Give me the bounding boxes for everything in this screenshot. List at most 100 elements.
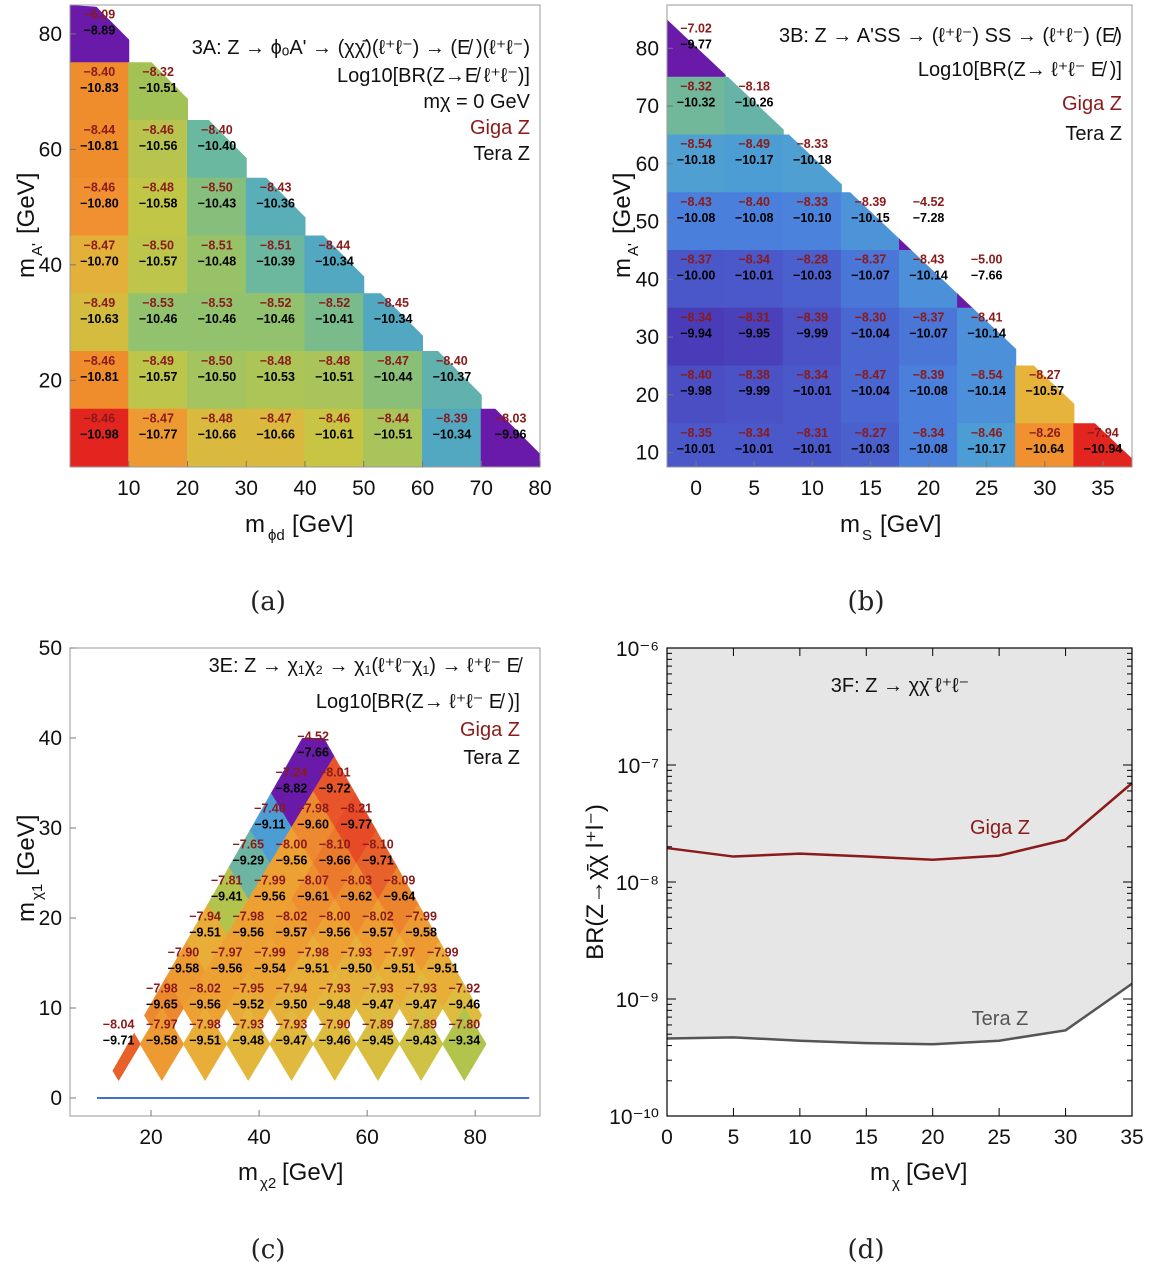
y-tick-label: 70 — [636, 95, 659, 118]
giga-value-label: −5.00 — [971, 253, 1003, 267]
giga-value-label: −8.09 — [384, 874, 416, 888]
caption-c: (c) — [251, 1235, 286, 1265]
giga-value-label: −8.40 — [738, 195, 770, 209]
x-tick-label: 40 — [293, 477, 316, 500]
tera-value-label: −10.18 — [677, 153, 716, 167]
giga-value-label: −8.02 — [276, 910, 308, 924]
giga-value-label: −7.98 — [297, 802, 329, 816]
giga-value-label: −8.46 — [142, 123, 174, 137]
svg-text:m: m — [238, 1159, 258, 1186]
giga-value-label: −8.50 — [201, 354, 233, 368]
tera-value-label: −9.52 — [232, 998, 264, 1012]
tera-value-label: −9.77 — [341, 818, 373, 832]
tera-value-label: −9.29 — [232, 854, 264, 868]
tera-value-label: −10.57 — [139, 254, 178, 268]
giga-value-label: −8.32 — [142, 65, 174, 79]
tera-value-label: −10.56 — [139, 139, 178, 153]
tera-value-label: −10.46 — [198, 312, 237, 326]
giga-value-label: −8.47 — [260, 412, 292, 426]
giga-value-label: −8.33 — [796, 137, 828, 151]
tera-value-label: −10.80 — [80, 197, 119, 211]
panel-d-label-tera: Tera Z — [972, 1008, 1029, 1030]
giga-value-label: −8.52 — [260, 296, 292, 310]
giga-value-label: −7.02 — [680, 22, 712, 36]
tera-value-label: −10.81 — [80, 370, 119, 384]
tera-value-label: −10.94 — [1084, 442, 1123, 456]
tera-value-label: −10.50 — [198, 370, 237, 384]
panel-c: −4.52 −7.66 −7.24 −8.82 −8.01 −9.72 −7.40 −9.11… — [13, 637, 541, 1192]
giga-value-label: −8.51 — [260, 238, 292, 252]
tera-value-label: −10.00 — [677, 269, 716, 283]
giga-value-label: −8.38 — [738, 368, 770, 382]
tera-value-label: −10.14 — [909, 269, 948, 283]
giga-value-label: −7.94 — [1087, 426, 1119, 440]
panel-b-quantity: Log10[BR(Z→ ℓ⁺ℓ⁻ E̸ )] — [918, 59, 1122, 81]
heat-cell — [226, 1007, 271, 1081]
tera-value-label: −10.57 — [1026, 384, 1065, 398]
heat-cell — [139, 1007, 185, 1081]
tera-value-label: −7.28 — [913, 211, 945, 225]
giga-value-label: −8.39 — [855, 195, 887, 209]
tera-value-label: −10.61 — [315, 428, 354, 442]
tera-value-label: −8.82 — [276, 782, 308, 796]
giga-value-label: −8.31 — [796, 426, 828, 440]
tera-value-label: −9.58 — [405, 926, 437, 940]
giga-value-label: −8.49 — [738, 137, 770, 151]
tera-value-label: −7.66 — [971, 269, 1003, 283]
tera-value-label: −9.71 — [362, 854, 394, 868]
svg-text:m: m — [870, 1159, 890, 1186]
tera-value-label: −10.66 — [198, 428, 237, 442]
giga-value-label: −8.40 — [436, 354, 468, 368]
x-tick-label: 60 — [355, 1126, 378, 1149]
tera-value-label: −9.45 — [362, 1034, 394, 1048]
tera-value-label: −9.11 — [254, 818, 285, 832]
tera-value-label: −10.64 — [1026, 442, 1065, 456]
x-tick-label: 70 — [470, 477, 493, 500]
panel-a-xlabel: m ϕd [GeV] — [245, 511, 353, 544]
giga-value-label: −8.40 — [84, 65, 116, 79]
caption-b: (b) — [848, 587, 885, 617]
x-tick-label: 0 — [690, 477, 702, 500]
giga-value-label: −8.47 — [142, 412, 174, 426]
giga-value-label: −7.40 — [254, 802, 286, 816]
giga-value-label: −4.52 — [297, 730, 329, 744]
tera-value-label: −10.46 — [256, 312, 295, 326]
panel-a-quantity: Log10[BR(Z→E̸ ℓ⁺ℓ⁻)] — [337, 65, 530, 87]
tera-value-label: −10.32 — [677, 95, 716, 109]
y-tick-label: 20 — [636, 384, 659, 407]
y-tick-label: 60 — [39, 138, 62, 161]
giga-value-label: −7.97 — [211, 946, 243, 960]
excluded-region — [667, 648, 1132, 1045]
giga-value-label: −8.34 — [680, 310, 712, 324]
panel-b: −7.02 −9.77 −8.32 −10.32 −8.18 −10.26 −8.54 −10… — [609, 4, 1133, 544]
panel-c-title: 3E: Z → χ₁χ₂ → χ₁(ℓ⁺ℓ⁻χ₁) → ℓ⁺ℓ⁻ E̸ — [209, 655, 523, 677]
tera-value-label: −9.56 — [276, 854, 308, 868]
tera-value-label: −10.37 — [433, 370, 472, 384]
panel-b-legend-tera: Tera Z — [1065, 123, 1122, 145]
giga-value-label: −8.34 — [738, 253, 770, 267]
giga-value-label: −8.44 — [377, 412, 409, 426]
panel-a-mass-note: mχ = 0 GeV — [423, 91, 530, 113]
tera-value-label: −10.44 — [374, 370, 413, 384]
tera-value-label: −10.10 — [793, 211, 832, 225]
panel-b-ticks: 0 5 10 15 20 25 30 35 10 20 30 40 50 60 70 80 — [636, 37, 1115, 500]
y-tick-label: 30 — [39, 817, 62, 840]
giga-value-label: −8.54 — [680, 137, 712, 151]
caption-d: (d) — [848, 1235, 885, 1265]
tera-value-label: −9.99 — [796, 326, 828, 340]
tera-value-label: −9.62 — [341, 890, 373, 904]
svg-text:ϕd: ϕd — [268, 527, 285, 544]
tera-value-label: −9.98 — [680, 384, 712, 398]
giga-value-label: −7.65 — [232, 838, 264, 852]
panel-c-ylabel: m χ1 [GeV] — [13, 815, 46, 922]
giga-value-label: −7.93 — [232, 1018, 264, 1032]
tera-value-label: −9.56 — [189, 998, 221, 1012]
tera-value-label: −9.77 — [680, 38, 712, 52]
y-tick-label: 30 — [636, 326, 659, 349]
panel-d: 0 5 10 15 20 25 30 35 10⁻¹⁰ 10⁻⁹ 10⁻⁸ 10⁻⁷ 10⁻⁶ 3F: … — [582, 638, 1144, 1192]
tera-value-label: −9.50 — [341, 962, 373, 976]
panel-d-title: 3F: Z → χχ̄ ℓ⁺ℓ⁻ — [831, 675, 969, 697]
svg-text:χ: χ — [892, 1175, 900, 1192]
tera-value-label: −10.70 — [80, 254, 119, 268]
tera-value-label: −10.26 — [735, 95, 774, 109]
